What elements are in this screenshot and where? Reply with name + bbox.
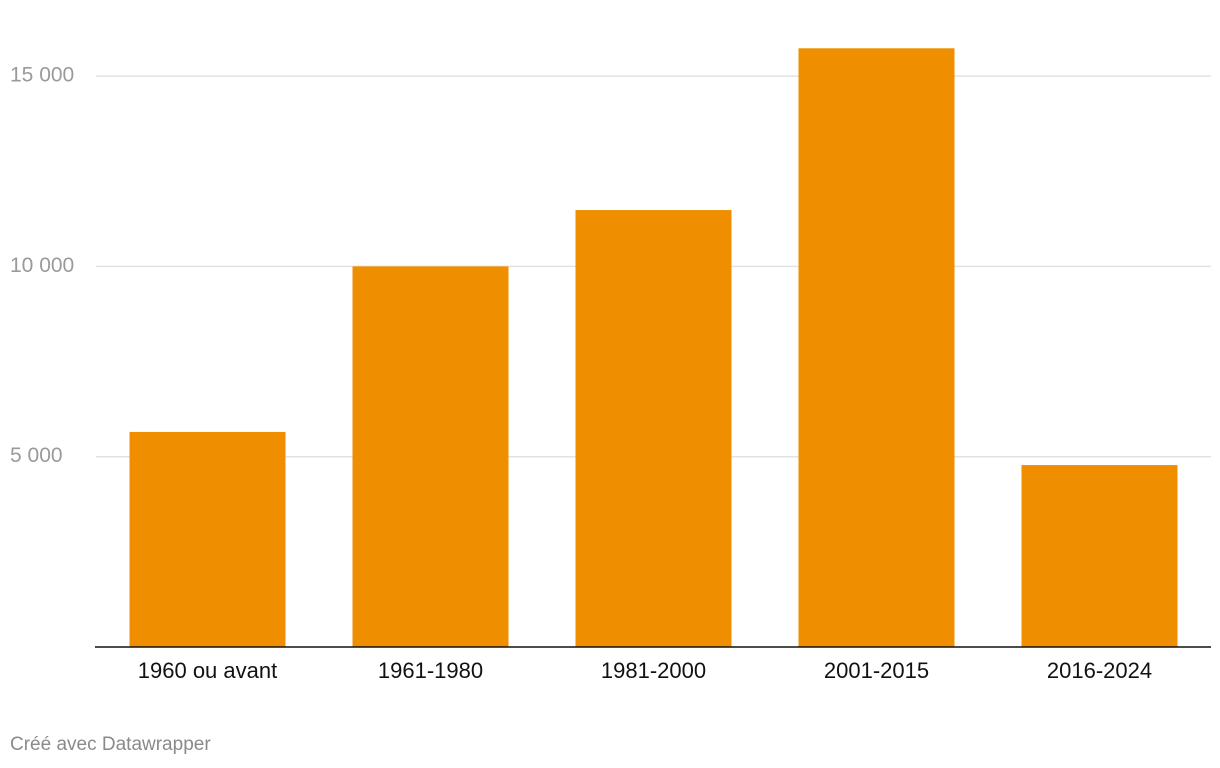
bar xyxy=(575,210,732,648)
bar xyxy=(352,266,509,647)
bar xyxy=(129,431,286,647)
footer: Créé avec Datawrapper xyxy=(10,734,211,755)
bar xyxy=(798,48,955,648)
x-tick-label: 1981-2000 xyxy=(601,658,706,683)
x-tick-label: 2001-2015 xyxy=(824,658,929,683)
x-tick-label: 1960 ou avant xyxy=(138,658,277,683)
bar xyxy=(1021,465,1178,647)
y-tick-label: 10 000 xyxy=(10,254,74,277)
y-tick-label: 15 000 xyxy=(10,64,74,87)
x-tick-label: 1961-1980 xyxy=(378,658,483,683)
y-tick-label: 5 000 xyxy=(10,444,63,467)
x-tick-label: 2016-2024 xyxy=(1047,658,1152,683)
